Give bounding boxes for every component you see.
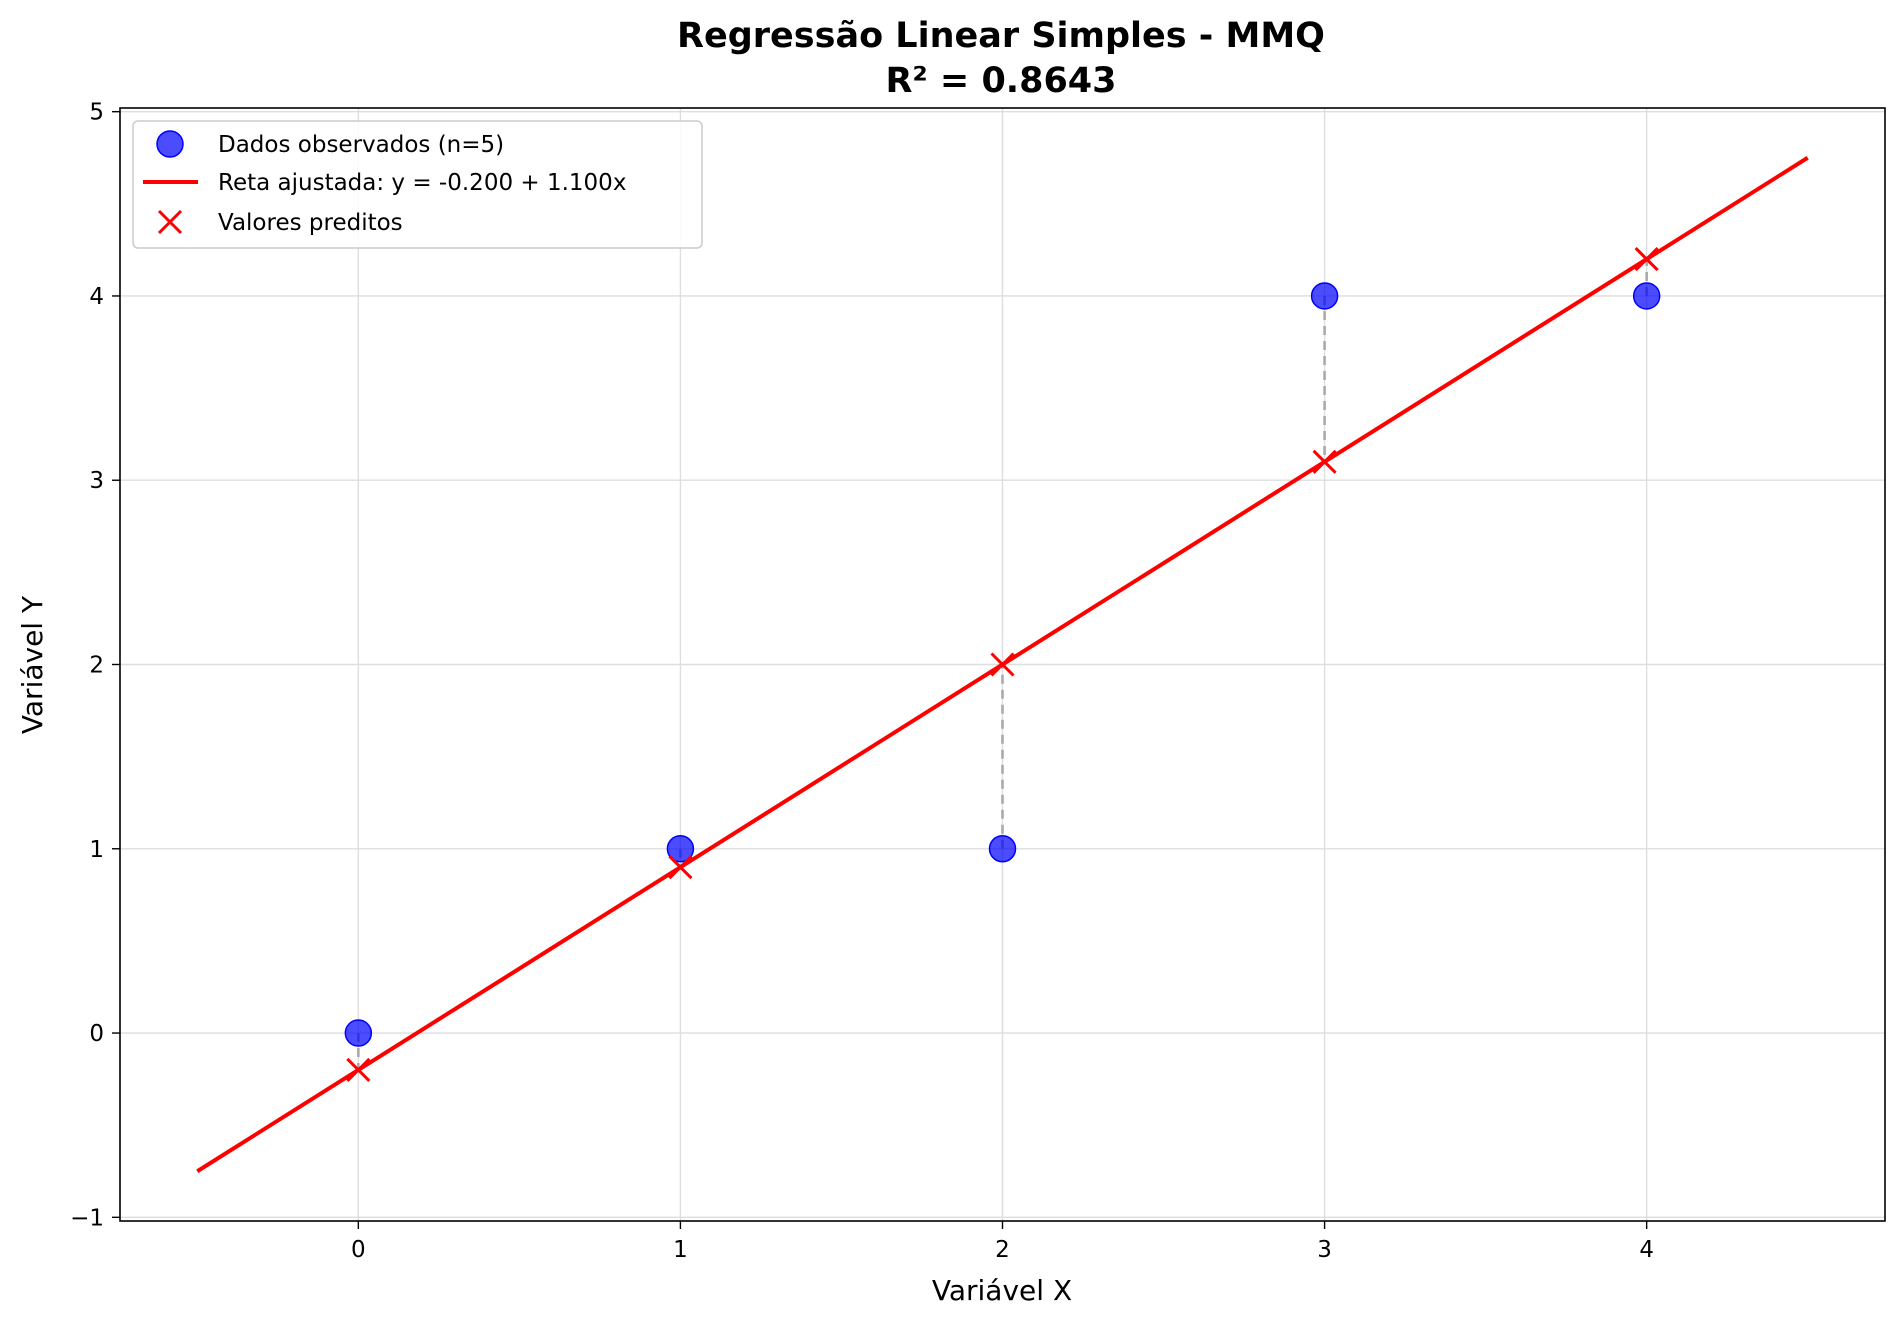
y-axis-ticks: −1 0 1 2 3 4 5 [70,100,120,1231]
x-axis-label: Variável X [932,1274,1072,1307]
chart-subtitle: R² = 0.8643 [885,61,1116,101]
y-tick-label: −1 [70,1205,104,1231]
legend-observed-label: Dados observados (n=5) [218,132,504,158]
y-tick-label: 2 [89,653,104,679]
legend: Dados observados (n=5) Reta ajustada: y … [132,120,703,249]
predicted-marker [668,855,693,880]
predicted-marker [1312,449,1337,474]
y-tick-label: 1 [89,837,104,863]
predicted-marker [1634,247,1659,272]
observed-point [344,1019,373,1047]
x-tick-label: 0 [351,1237,366,1263]
x-tick-label: 4 [1639,1237,1654,1263]
chart-title: Regressão Linear Simples - MMQ [677,16,1325,56]
predicted-markers [346,247,1659,1082]
legend-predicted-marker [157,209,183,235]
y-tick-label: 4 [89,284,104,310]
legend-fitted-line-label: Reta ajustada: y = -0.200 + 1.100x [218,170,626,196]
y-tick-label: 5 [89,100,104,126]
y-tick-label: 0 [89,1021,104,1047]
observed-point [1632,282,1661,310]
predicted-marker [346,1057,371,1082]
observed-point [666,835,695,863]
x-tick-label: 1 [673,1237,688,1263]
x-tick-label: 3 [1317,1237,1332,1263]
observed-points [344,282,1661,1047]
x-axis-ticks: 0 1 2 3 4 [351,1221,1654,1263]
legend-observed-marker [156,130,184,158]
y-tick-label: 3 [89,468,104,494]
legend-box [132,120,703,249]
observed-point [988,835,1017,863]
legend-predicted-label: Valores preditos [218,210,403,236]
observed-point [1310,282,1339,310]
predicted-marker [990,652,1015,677]
y-axis-label: Variável Y [16,595,49,734]
x-tick-label: 2 [995,1237,1010,1263]
